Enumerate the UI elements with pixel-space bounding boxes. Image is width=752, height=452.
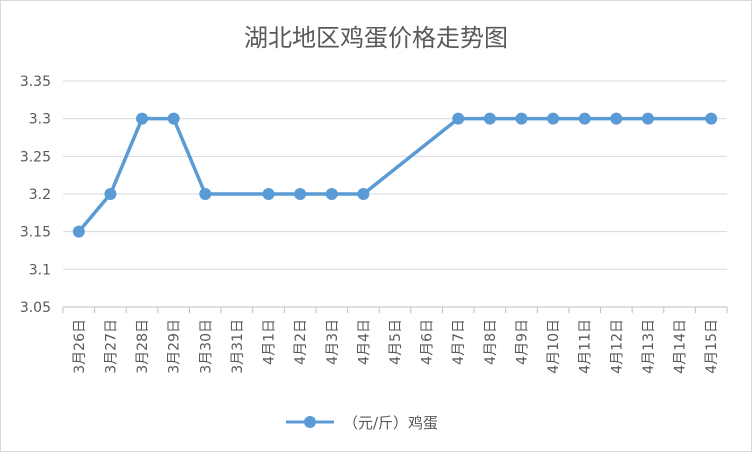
x-tick-label: 4月7日 [451,319,467,365]
data-point [167,112,180,125]
x-tick-label: 4月8日 [483,319,499,365]
data-point [705,112,718,125]
x-tick-label: 4月1日 [262,319,278,365]
data-point [610,112,623,125]
y-tick-label: 3.05 [20,300,51,316]
series-line [77,116,712,233]
y-tick-label: 3.25 [20,149,51,165]
x-axis: 3月26日 3月27日 3月28日 3月29日 3月30日 3月31日 4月1日 4月2日 4月… [62,307,728,374]
series-layer [72,112,718,238]
x-tick-label: 4月11日 [578,319,594,374]
x-tick-label: 4月3日 [325,319,341,365]
x-tick-label: 4月2日 [293,319,309,365]
x-tick-label: 4月14日 [673,319,689,374]
grid-lines [63,80,727,308]
data-point [104,188,117,200]
x-tick-label: 3月29日 [167,319,183,374]
x-tick-label: 3月26日 [72,319,88,374]
x-tick-label: 3月27日 [103,319,119,374]
x-tick-label: 4月5日 [388,319,404,365]
data-point [483,112,496,125]
y-tick-label: 3.1 [29,262,51,278]
y-tick-label: 3.3 [29,112,51,128]
data-point [294,188,307,200]
data-point [515,112,528,125]
x-tick-label: 3月28日 [135,319,151,374]
y-tick-label: 3.15 [20,225,51,241]
data-point [578,112,591,125]
data-point [262,188,275,200]
data-point [199,188,212,200]
data-point [72,225,85,238]
y-tick-label: 3.2 [29,187,51,203]
chart-title: 湖北地区鸡蛋价格走势图 [244,24,508,52]
x-tick-label: 3月30日 [198,319,214,374]
x-tick-label: 4月12日 [609,319,625,374]
legend: （元/斤）鸡蛋 [286,414,438,432]
data-point [452,112,465,125]
x-tick-label: 4月13日 [641,319,657,374]
x-tick-label: 4月6日 [420,319,436,365]
data-point [325,188,338,200]
data-point [136,112,149,125]
legend-label: （元/斤）鸡蛋 [343,414,438,432]
data-point [357,188,370,200]
x-tick-label: 3月31日 [230,319,246,374]
data-point [641,112,654,125]
x-tick-label: 4月15日 [704,319,720,374]
y-tick-label: 3.35 [20,74,51,90]
x-tick-label: 4月9日 [514,319,530,365]
x-tick-label: 4月10日 [546,319,562,374]
data-point [547,112,560,125]
legend-dot-marker [304,416,316,428]
x-tick-label: 4月4日 [356,319,372,365]
y-axis: 3.05 3.1 3.15 3.2 3.25 3.3 3.35 [20,74,51,316]
